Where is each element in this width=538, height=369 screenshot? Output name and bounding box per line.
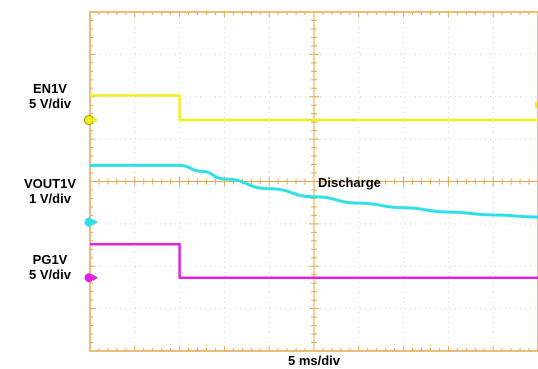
vout-channel-scale: 1 V/div [29,191,72,206]
pg-ground-arrow [93,274,98,281]
grid [89,11,538,352]
pg-trace [90,242,538,279]
en-channel-scale: 5 V/div [29,96,72,111]
vout-channel-name: VOUT1V [24,176,76,191]
vout-trace [89,163,538,219]
x-axis-label: 5 ms/div [288,353,341,368]
en-ground-marker [83,114,95,126]
traces [89,94,538,279]
discharge-annotation: Discharge [318,175,381,190]
pg-channel-name: PG1V [33,252,68,267]
pg-ground-marker [84,273,94,283]
en-trace [90,94,538,122]
en-ground-arrow [93,117,98,124]
en-channel-name: EN1V [33,81,67,96]
vout-ground-arrow [93,219,98,226]
pg-channel-scale: 5 V/div [29,267,72,282]
vout-ground-marker [84,217,94,227]
ground-markers [83,114,98,283]
